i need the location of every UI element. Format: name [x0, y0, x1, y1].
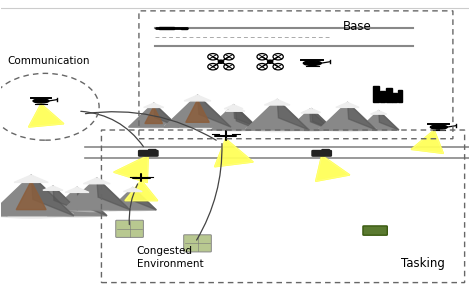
Polygon shape: [0, 185, 8, 216]
Ellipse shape: [47, 211, 107, 218]
Bar: [373, 86, 379, 102]
Polygon shape: [53, 186, 78, 210]
Polygon shape: [28, 186, 78, 210]
Polygon shape: [65, 187, 89, 192]
Text: Base: Base: [343, 20, 371, 33]
Polygon shape: [347, 102, 376, 130]
FancyBboxPatch shape: [363, 226, 387, 235]
Polygon shape: [164, 95, 231, 127]
Polygon shape: [411, 130, 443, 153]
Polygon shape: [235, 107, 259, 130]
Text: Tasking: Tasking: [401, 256, 445, 270]
Polygon shape: [379, 111, 399, 130]
Polygon shape: [277, 100, 309, 130]
Ellipse shape: [63, 204, 130, 212]
FancyBboxPatch shape: [116, 220, 143, 237]
Ellipse shape: [210, 123, 257, 129]
Polygon shape: [145, 107, 163, 124]
Polygon shape: [133, 187, 157, 210]
Ellipse shape: [164, 121, 231, 130]
Polygon shape: [212, 107, 259, 130]
Ellipse shape: [0, 211, 8, 218]
Polygon shape: [129, 103, 179, 127]
Polygon shape: [316, 155, 350, 181]
Text: Congested
Environment: Congested Environment: [137, 246, 203, 269]
Ellipse shape: [33, 99, 49, 103]
Polygon shape: [43, 186, 63, 190]
Polygon shape: [215, 139, 253, 167]
Circle shape: [219, 60, 224, 63]
Polygon shape: [154, 103, 179, 127]
Ellipse shape: [319, 125, 376, 132]
Polygon shape: [0, 185, 8, 216]
Polygon shape: [210, 105, 257, 127]
Polygon shape: [226, 107, 245, 111]
Polygon shape: [110, 187, 157, 210]
Polygon shape: [303, 109, 321, 112]
Polygon shape: [224, 105, 243, 109]
Bar: [386, 88, 392, 102]
Polygon shape: [0, 175, 74, 216]
Polygon shape: [83, 178, 110, 184]
Polygon shape: [358, 111, 399, 130]
Polygon shape: [197, 95, 231, 127]
Polygon shape: [47, 187, 107, 216]
Polygon shape: [316, 155, 350, 181]
Polygon shape: [215, 139, 253, 167]
Ellipse shape: [358, 127, 399, 131]
Circle shape: [267, 60, 273, 63]
Polygon shape: [310, 109, 331, 130]
Polygon shape: [245, 100, 309, 130]
Ellipse shape: [288, 126, 331, 132]
Polygon shape: [114, 155, 149, 182]
Ellipse shape: [110, 206, 157, 212]
Bar: [398, 90, 402, 102]
Ellipse shape: [289, 126, 334, 132]
Polygon shape: [184, 95, 211, 101]
FancyBboxPatch shape: [184, 235, 212, 252]
Polygon shape: [289, 109, 334, 130]
Ellipse shape: [245, 125, 309, 132]
Polygon shape: [14, 175, 48, 182]
Polygon shape: [301, 109, 318, 113]
Ellipse shape: [303, 61, 321, 65]
Polygon shape: [125, 180, 157, 201]
Polygon shape: [114, 155, 149, 182]
Polygon shape: [63, 178, 130, 210]
Polygon shape: [29, 104, 64, 127]
Polygon shape: [16, 181, 46, 210]
FancyBboxPatch shape: [322, 150, 329, 153]
Polygon shape: [319, 102, 376, 130]
FancyBboxPatch shape: [149, 150, 156, 153]
Polygon shape: [29, 104, 64, 127]
Polygon shape: [31, 175, 74, 216]
Polygon shape: [144, 103, 164, 107]
Bar: [392, 93, 397, 102]
Polygon shape: [411, 130, 443, 153]
Polygon shape: [265, 100, 290, 105]
Polygon shape: [288, 109, 331, 130]
Ellipse shape: [28, 206, 78, 212]
FancyBboxPatch shape: [312, 150, 331, 156]
Polygon shape: [159, 27, 174, 29]
Polygon shape: [125, 180, 157, 201]
Ellipse shape: [212, 126, 259, 132]
Text: Communication: Communication: [8, 56, 90, 66]
Polygon shape: [181, 28, 187, 29]
Ellipse shape: [431, 125, 447, 129]
Polygon shape: [312, 109, 334, 130]
Polygon shape: [124, 187, 142, 192]
Ellipse shape: [0, 208, 74, 219]
Polygon shape: [77, 187, 107, 216]
Polygon shape: [186, 100, 209, 122]
Polygon shape: [234, 105, 257, 127]
Polygon shape: [336, 102, 359, 107]
Polygon shape: [370, 111, 387, 114]
Bar: [380, 91, 385, 102]
Ellipse shape: [129, 123, 179, 129]
FancyBboxPatch shape: [139, 150, 158, 156]
Polygon shape: [97, 178, 130, 210]
